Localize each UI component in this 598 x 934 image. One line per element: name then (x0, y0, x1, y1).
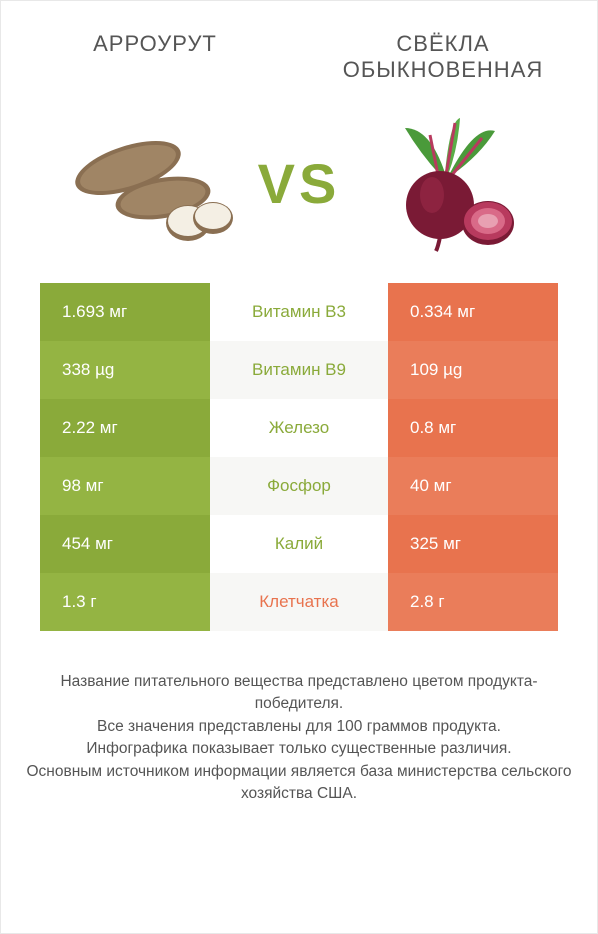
cell-left: 1.3 г (40, 573, 210, 631)
table-row: 338 µgВитамин B9109 µg (40, 341, 558, 399)
cell-left: 2.22 мг (40, 399, 210, 457)
table-row: 1.3 гКлетчатка2.8 г (40, 573, 558, 631)
table-row: 98 мгФосфор40 мг (40, 457, 558, 515)
cell-left: 338 µg (40, 341, 210, 399)
cell-left: 454 мг (40, 515, 210, 573)
comparison-table: 1.693 мгВитамин B30.334 мг338 µgВитамин … (40, 283, 558, 631)
cell-left: 1.693 мг (40, 283, 210, 341)
footer-line: Инфографика показывает только существенн… (21, 738, 577, 760)
table-row: 454 мгКалий325 мг (40, 515, 558, 573)
footer-line: Все значения представлены для 100 граммо… (21, 716, 577, 738)
arrowroot-image (68, 113, 238, 253)
images-row: VS (1, 93, 597, 283)
cell-nutrient: Калий (210, 515, 388, 573)
cell-right: 40 мг (388, 457, 558, 515)
cell-right: 2.8 г (388, 573, 558, 631)
table-row: 1.693 мгВитамин B30.334 мг (40, 283, 558, 341)
cell-nutrient: Железо (210, 399, 388, 457)
vs-text: VS (258, 151, 341, 216)
cell-right: 325 мг (388, 515, 558, 573)
cell-right: 0.8 мг (388, 399, 558, 457)
cell-nutrient: Витамин B3 (210, 283, 388, 341)
cell-nutrient: Клетчатка (210, 573, 388, 631)
cell-right: 109 µg (388, 341, 558, 399)
cell-left: 98 мг (40, 457, 210, 515)
cell-right: 0.334 мг (388, 283, 558, 341)
cell-nutrient: Витамин B9 (210, 341, 388, 399)
title-right: Свёкла обыкновенная (299, 31, 587, 83)
footer-notes: Название питательного вещества представл… (1, 631, 597, 826)
footer-line: Основным источником информации является … (21, 761, 577, 806)
beet-image (360, 113, 530, 253)
table-row: 2.22 мгЖелезо0.8 мг (40, 399, 558, 457)
titles-row: Арроурут Свёкла обыкновенная (1, 1, 597, 93)
footer-line: Название питательного вещества представл… (21, 671, 577, 716)
cell-nutrient: Фосфор (210, 457, 388, 515)
title-left: Арроурут (11, 31, 299, 83)
